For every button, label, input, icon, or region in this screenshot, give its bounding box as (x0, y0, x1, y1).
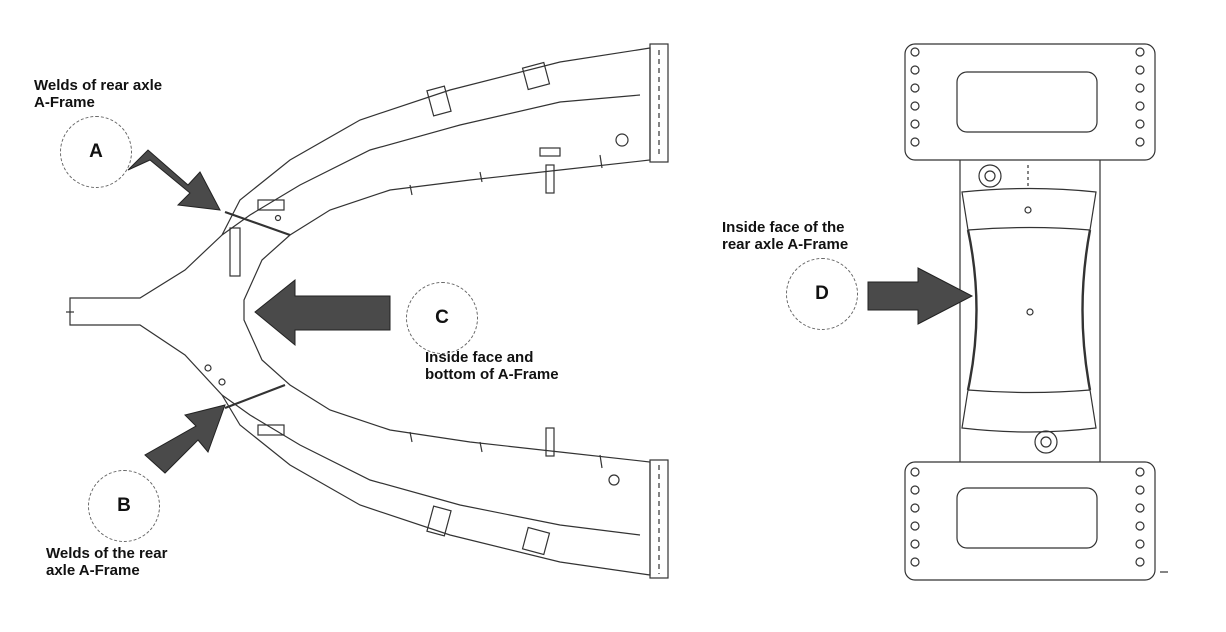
tab-bottom-1 (426, 505, 452, 537)
a-frame-outline (69, 47, 651, 576)
label-a: Welds of rear axle A-Frame (34, 77, 163, 111)
label-d-line1: Inside face of the (722, 219, 845, 236)
upper-boss-hole (984, 170, 996, 182)
tab-bottom-3 (545, 427, 555, 457)
upper-end-flange (649, 43, 669, 163)
plate-upper (257, 199, 285, 211)
inside-face-left (966, 229, 978, 391)
upper-band (961, 187, 1097, 231)
body-sides (959, 160, 1101, 462)
tab-top-2 (521, 61, 551, 91)
stub-5 (479, 441, 483, 453)
bracket-top (539, 147, 561, 157)
slot-plate (229, 227, 241, 277)
callout-d: D (786, 258, 858, 330)
inside-face-right (1081, 229, 1092, 391)
label-c: Inside face and bottom of A-Frame (425, 349, 559, 383)
hole-1 (204, 364, 212, 372)
arrow-icon-b (144, 404, 226, 474)
top-plate-window (956, 71, 1098, 133)
lower-boss-hole (1040, 436, 1052, 448)
upper-hole (1024, 206, 1032, 214)
tab-top-1 (426, 85, 452, 117)
label-b: Welds of the rear axle A-Frame (46, 545, 168, 579)
lower-band (961, 389, 1097, 433)
lower-boss (1034, 430, 1058, 454)
bottom-bolt-holes (910, 467, 1145, 567)
weld-seam-a (224, 210, 291, 237)
plate-lower (257, 424, 285, 436)
a-frame-top-view (66, 43, 669, 579)
label-c-line2: bottom of A-Frame (425, 365, 559, 383)
center-hole (1026, 308, 1034, 316)
hole-2 (218, 378, 226, 386)
arrow-icon-a (127, 149, 221, 211)
a-frame-side-view (904, 43, 1168, 581)
stub-2 (479, 171, 483, 183)
callout-c: C (406, 282, 478, 354)
top-flange-plate (904, 43, 1156, 161)
arrow-icon-d (867, 267, 974, 325)
hole-bottom (608, 474, 620, 486)
bottom-plate-window (956, 487, 1098, 549)
label-c-line1: Inside face and (425, 349, 534, 366)
arrow-icon-c (254, 278, 391, 347)
label-d: Inside face of the rear axle A-Frame (722, 219, 849, 253)
arrows (127, 149, 974, 474)
top-bolt-holes (910, 47, 1145, 147)
stub-6 (599, 454, 603, 469)
upper-boss (978, 164, 1002, 188)
callout-b: B (88, 470, 160, 542)
hole-3 (274, 214, 282, 222)
callout-a: A (60, 116, 132, 188)
weld-seam-b (224, 383, 286, 410)
stub-3 (599, 154, 603, 169)
stub-1 (409, 184, 413, 196)
hole-top (615, 133, 629, 147)
label-a-line1: Welds of rear axle (34, 77, 163, 94)
tab-top-3 (545, 164, 555, 194)
a-frame-upper-inner-line (221, 94, 641, 236)
bottom-flange-plate (904, 461, 1156, 581)
label-b-line1: Welds of the rear (46, 545, 168, 562)
label-a-line2: A-Frame (34, 93, 95, 111)
label-d-line2: rear axle A-Frame (722, 235, 849, 253)
tab-bottom-2 (521, 526, 551, 556)
label-b-line2: axle A-Frame (46, 561, 140, 579)
a-frame-lower-inner-line (221, 394, 641, 536)
stub-4 (409, 431, 413, 443)
lower-end-flange (649, 459, 669, 579)
